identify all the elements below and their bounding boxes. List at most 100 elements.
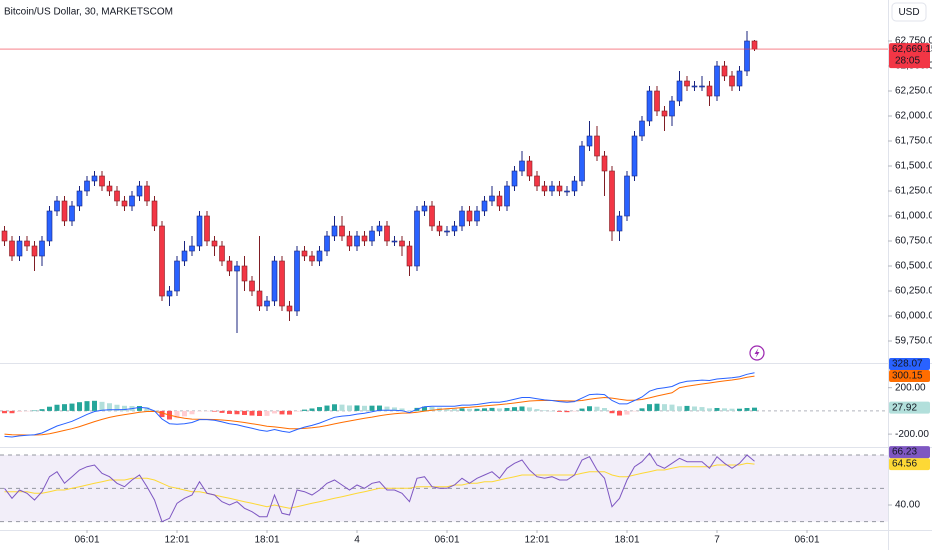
y-tick-label: 60,750.00	[895, 236, 932, 247]
series-last-label: 66.23	[892, 447, 917, 458]
candle-body	[24, 240, 30, 247]
histogram-bar	[632, 410, 637, 412]
candle-body	[339, 225, 345, 237]
histogram-bar	[422, 406, 427, 411]
candle-body	[16, 240, 23, 257]
histogram-bar	[242, 410, 247, 415]
histogram-bar	[459, 408, 465, 411]
candle-body	[481, 200, 488, 212]
histogram-bar	[699, 407, 705, 411]
candle-body	[519, 160, 525, 172]
histogram-bar	[392, 407, 397, 411]
y-tick-label: 62,250.00	[895, 86, 932, 97]
x-tick-label: 06:01	[74, 535, 99, 546]
candle-body	[556, 185, 563, 192]
histogram-bar	[92, 400, 97, 411]
y-tick-label: 60,500.00	[895, 261, 932, 272]
histogram-bar	[279, 410, 285, 415]
x-tick-label: 18:01	[614, 535, 639, 546]
candle-body	[204, 215, 210, 242]
histogram-bar	[527, 407, 532, 411]
histogram-bar	[17, 410, 22, 412]
series-last-label-bg	[889, 370, 930, 383]
histogram-bar	[609, 410, 615, 414]
histogram-bar	[399, 408, 405, 411]
candle-body	[601, 155, 608, 172]
histogram-bar	[309, 408, 315, 411]
candle-body	[669, 100, 675, 117]
x-tick-label: 12:01	[164, 535, 189, 546]
candle-body	[729, 75, 735, 87]
candle-body	[354, 235, 360, 247]
histogram-bar	[467, 408, 472, 411]
candle-body	[136, 185, 143, 197]
candle-body	[1, 230, 8, 242]
candle-body	[399, 240, 405, 247]
candle-body	[69, 205, 75, 222]
histogram-bar	[54, 404, 60, 411]
histogram-bar	[474, 408, 480, 411]
candle-body	[316, 250, 323, 262]
histogram-bar	[384, 406, 390, 411]
y-tick-label: 60,250.00	[895, 286, 932, 297]
candle-body	[684, 80, 690, 87]
y-tick-label: -200.00	[895, 429, 929, 440]
candle-body	[286, 305, 293, 312]
y-tick-label: 61,250.00	[895, 186, 932, 197]
candle-body	[114, 190, 120, 202]
histogram-bar	[32, 410, 37, 412]
candle-body	[219, 245, 225, 262]
candle-body	[129, 195, 135, 207]
histogram-bar	[572, 410, 577, 412]
y-tick-label: 62,000.00	[895, 111, 932, 122]
candle-body	[331, 225, 338, 237]
candle-body	[579, 145, 585, 182]
histogram-bar	[684, 405, 690, 411]
histogram-bar	[197, 410, 202, 412]
currency-button[interactable]	[891, 2, 927, 22]
candle-body	[174, 260, 180, 292]
candle-body	[159, 225, 165, 297]
candle-body	[661, 110, 668, 117]
y-tick-label: 62,750.00	[895, 36, 932, 47]
candle-body	[466, 210, 473, 222]
histogram-bar	[9, 410, 15, 414]
histogram-bar	[744, 407, 750, 411]
histogram-last-label: 27.92	[892, 402, 917, 413]
candle-body	[736, 70, 743, 87]
candle-body	[444, 230, 450, 233]
candle-body	[279, 260, 285, 307]
candle-body	[54, 200, 60, 212]
candle-body	[414, 210, 420, 267]
candle-body	[504, 185, 510, 207]
histogram-bar	[137, 406, 142, 411]
candle-body	[376, 225, 383, 232]
candle-body	[226, 260, 233, 272]
candle-body	[166, 290, 173, 297]
candle-body	[646, 90, 653, 122]
candle-body	[196, 215, 203, 247]
histogram-bar	[302, 409, 307, 411]
x-tick-label: 4	[354, 535, 360, 546]
bar-countdown: 28:05	[895, 56, 920, 67]
candle-body	[76, 190, 83, 207]
histogram-bar	[662, 404, 667, 411]
candle-body	[241, 265, 248, 282]
x-tick-label: 7	[714, 535, 720, 546]
candle-body	[271, 260, 278, 302]
histogram-bar	[489, 407, 495, 411]
histogram-bar	[752, 407, 757, 411]
histogram-bar	[497, 408, 502, 411]
candle-body	[421, 205, 428, 212]
candle-body	[676, 80, 683, 102]
histogram-bar	[557, 410, 562, 412]
series-last-label-bg	[889, 446, 930, 459]
alert-icon[interactable]	[749, 345, 765, 361]
histogram-bar	[347, 405, 352, 411]
histogram-bar	[564, 410, 570, 413]
candle-body	[249, 280, 255, 292]
candle-body	[91, 175, 98, 182]
histogram-bar	[369, 405, 375, 411]
